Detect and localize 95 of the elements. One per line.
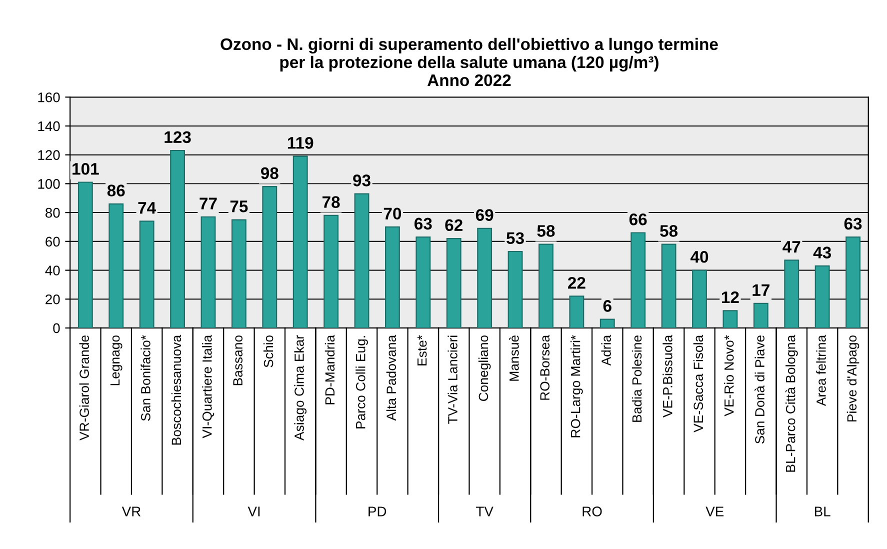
- x-tick-label: Este*: [418, 335, 427, 366]
- y-tick-label: 100: [38, 179, 60, 189]
- bar: [200, 216, 216, 328]
- x-tick-label: Legnago: [110, 335, 122, 386]
- bar: [753, 302, 768, 328]
- text: RO: [582, 506, 602, 516]
- data-label: 12: [722, 291, 739, 304]
- data-label: 40: [690, 250, 708, 263]
- x-tick-label: San Bonifacio*: [140, 335, 150, 421]
- y-tick-label: 0: [53, 323, 60, 334]
- x-tick-label: VI-Quartiere Italia: [202, 334, 214, 438]
- bar: [385, 226, 400, 328]
- bar: [170, 150, 185, 328]
- data-label: 58: [660, 225, 678, 237]
- x-tick-label: Badia Polesine: [632, 335, 642, 422]
- text: VI: [248, 506, 260, 516]
- data-label: 22: [568, 276, 586, 289]
- x-tick-label: Area feltrina: [816, 334, 826, 406]
- bar: [661, 244, 676, 328]
- data-label: 58: [537, 225, 555, 237]
- data-label: 98: [260, 167, 278, 180]
- text: TV: [476, 506, 494, 516]
- data-label: 17: [752, 284, 770, 296]
- bar: [139, 220, 154, 328]
- data-label: 78: [322, 196, 340, 208]
- chart-title: Ozono - N. giorni di superamento dell'obiettivo a lungo termine per la protezione della salute umana (120 µg/m³) Anno 2022: [220, 38, 718, 86]
- data-label: 6: [603, 300, 612, 312]
- x-tick-label: San Donà di Piave: [754, 335, 764, 444]
- data-label: 43: [813, 246, 831, 258]
- y-tick-label: 80: [46, 208, 60, 218]
- x-tick-label: Adria: [601, 334, 611, 366]
- x-tick-label: RO-Borsea: [540, 334, 550, 400]
- y-tick-label: 20: [46, 294, 60, 304]
- y-tick-label: 40: [45, 266, 60, 276]
- x-tick-label: VR-Giarol Grande: [79, 335, 89, 440]
- data-label: 63: [414, 218, 432, 230]
- y-tick-label: 160: [38, 92, 60, 102]
- bar: [78, 182, 93, 328]
- bar: [784, 260, 800, 328]
- x-tick-label: Mansuè: [508, 335, 519, 381]
- bar: [814, 265, 830, 328]
- x-tick-label: Pieve d'Alpago: [846, 335, 860, 422]
- bar: [416, 236, 431, 328]
- data-label: 101: [72, 162, 99, 175]
- bar: [538, 244, 554, 328]
- data-label: 70: [384, 208, 402, 220]
- x-tick-label: VE-P.Bissuola: [662, 334, 672, 418]
- bar: [108, 203, 124, 328]
- x-tick-label: BL-Parco Città Bologna: [785, 334, 798, 472]
- data-label: 119: [288, 137, 314, 149]
- bar: [354, 193, 370, 328]
- data-label: 69: [476, 209, 494, 221]
- x-tick-label: VE-Sacca Fisola: [693, 334, 704, 432]
- bar: [262, 186, 278, 328]
- x-tick-label: Conegliano: [478, 335, 491, 401]
- x-tick-label: Alta Padovana: [386, 334, 396, 421]
- bar: [722, 310, 738, 328]
- x-tick-label: PD-Mandria: [324, 334, 335, 404]
- x-tick-label: Schio: [264, 335, 274, 368]
- x-tick-label: Boscochiesanuova: [171, 334, 182, 445]
- data-label: 74: [138, 202, 156, 214]
- text: BL: [814, 506, 830, 516]
- y-tick-label: 60: [46, 236, 60, 247]
- text: VR: [122, 506, 140, 516]
- bar: [231, 219, 246, 328]
- data-label: 93: [353, 174, 370, 186]
- data-label: 47: [782, 241, 800, 253]
- x-tick-label: Asiago Cima Ekar: [294, 335, 306, 440]
- text: VE: [706, 506, 724, 516]
- bar: [508, 250, 523, 328]
- x-tick-label: VE-Rio Novo*: [724, 335, 734, 416]
- data-label: 75: [230, 200, 248, 212]
- bar: [846, 236, 860, 328]
- x-tick-label: Parco Colli Eug.: [356, 336, 368, 428]
- bar: [477, 228, 492, 328]
- bar: [600, 318, 615, 328]
- data-label: 123: [164, 131, 191, 144]
- bar: [569, 296, 584, 328]
- bar: [324, 214, 339, 328]
- data-label: 66: [629, 213, 647, 226]
- bar: [630, 232, 646, 328]
- x-tick-label: TV-Via Lancieri: [448, 336, 458, 424]
- text: PD: [368, 506, 386, 516]
- bar: [292, 156, 308, 328]
- data-label: 77: [200, 198, 217, 210]
- bar: [692, 270, 707, 328]
- data-label: 63: [844, 218, 862, 230]
- data-label: 53: [506, 232, 524, 244]
- y-tick-label: 140: [38, 121, 60, 132]
- data-label: 86: [107, 184, 125, 196]
- x-tick-label: Bassano: [233, 335, 242, 386]
- y-tick-label: 120: [38, 150, 60, 160]
- bar: [446, 238, 462, 328]
- data-label: 62: [445, 219, 462, 232]
- x-tick-label: RO-Largo Martiri*: [570, 335, 583, 438]
